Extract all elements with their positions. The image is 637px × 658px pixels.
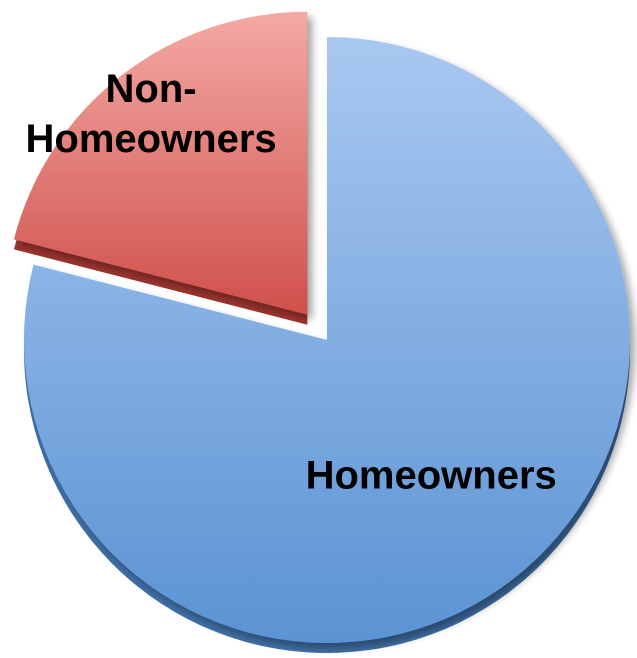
homeowners-label-line: Homeowners [306,453,557,497]
non-homeowners-label-line: Non- [106,67,197,111]
non-homeowners-slice [13,11,308,315]
non-homeowners-label: Non- Homeowners [26,67,277,161]
non-homeowners-label-line: Homeowners [26,117,277,161]
pie-labels: Homeowners Non- Homeowners [26,67,557,497]
homeowners-slice [23,37,630,644]
pie-slices [13,11,630,654]
homeowners-label: Homeowners [306,453,557,497]
